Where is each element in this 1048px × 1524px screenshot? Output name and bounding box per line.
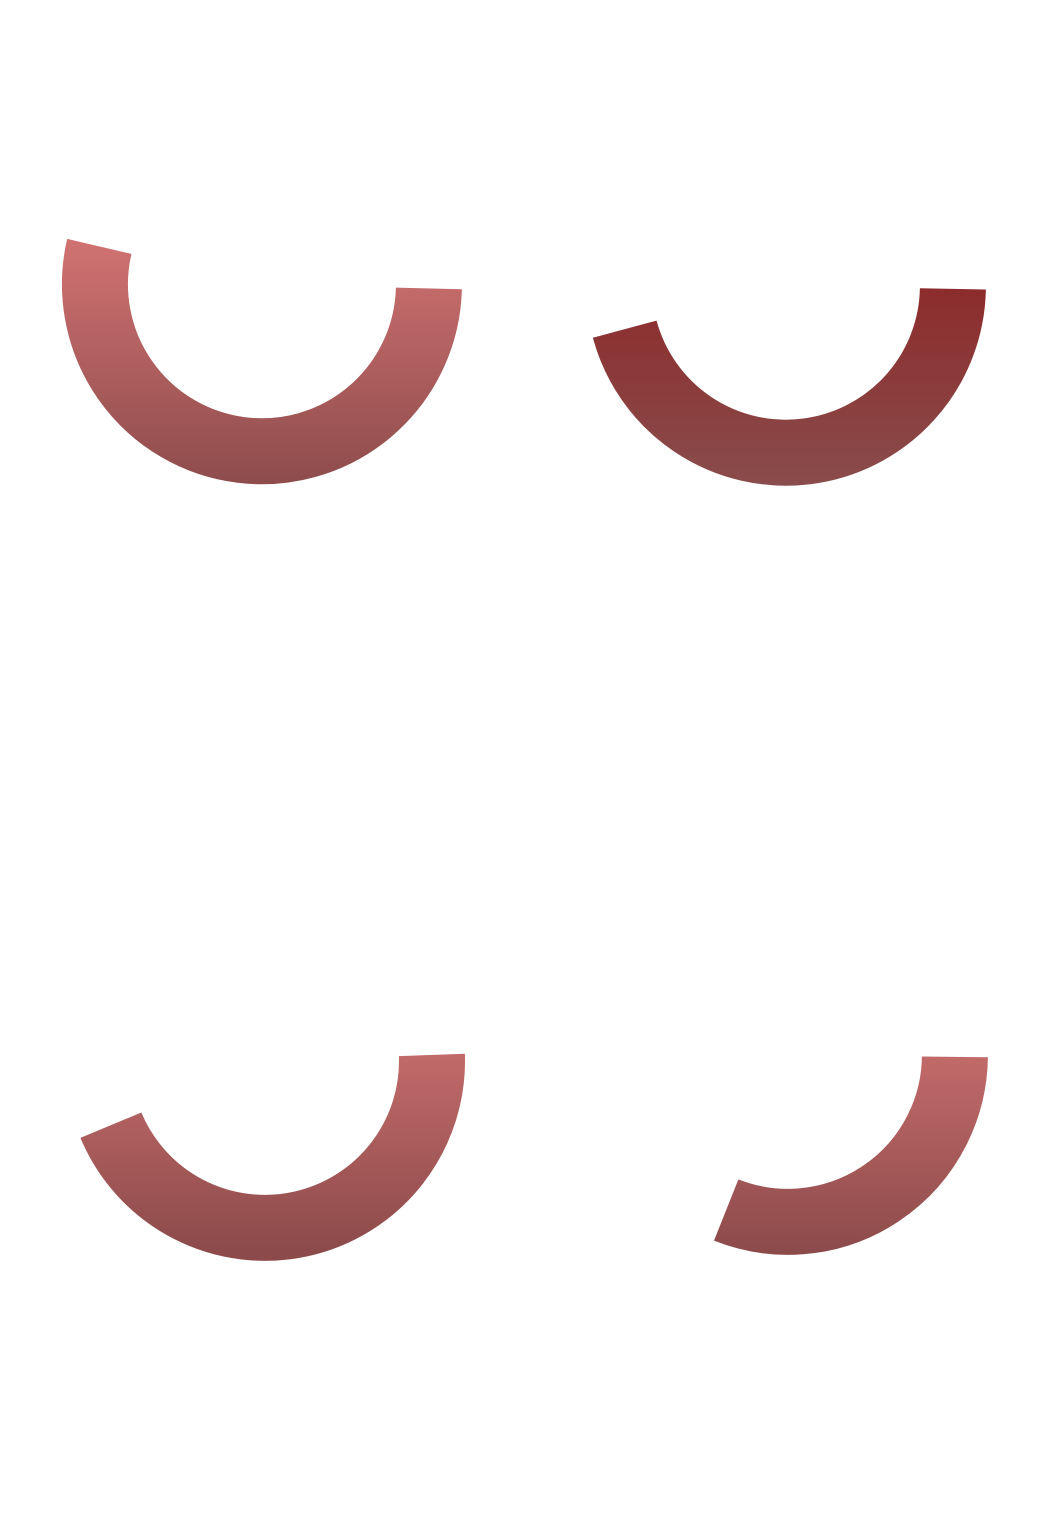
arc: [80, 1053, 465, 1261]
arc: [714, 1055, 988, 1255]
arc: [592, 287, 986, 486]
arc: [62, 238, 462, 485]
